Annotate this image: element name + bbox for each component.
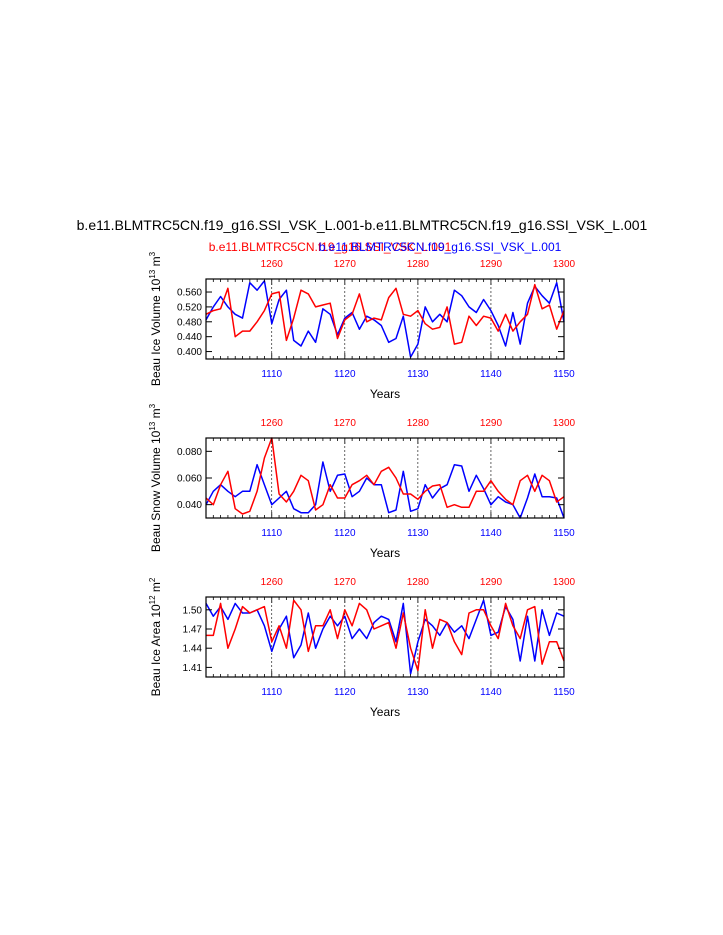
y-axis-label: Beau Ice Volume 1013 m3	[148, 251, 163, 386]
series-line-case-b	[205, 599, 565, 675]
y-axis-label-unit-exponent: 3	[148, 251, 157, 256]
y-tick-label: 1.50	[183, 605, 203, 616]
y-axis-label-unit: m	[149, 582, 163, 595]
y-tick-label: 1.47	[183, 625, 203, 636]
panel-1: 0.400 0.440 0.480 0.520 0.560 1110 1120 1130 114…	[148, 251, 576, 401]
y-axis-label-unit: m	[149, 256, 163, 269]
x-tick-label-top: 1260	[261, 577, 284, 588]
subtitle-case-b: b.e11.BLMTRC5CN.f19_g16.SSI_VSK_L.001	[319, 240, 562, 254]
x-tick-label-top: 1270	[334, 259, 357, 270]
y-tick-label: 0.520	[177, 302, 202, 313]
y-tick-label: 0.480	[177, 317, 202, 328]
x-tick-label-top: 1290	[480, 577, 503, 588]
y-axis-label: Beau Snow Volume 1013 m3	[148, 403, 163, 552]
plot-frame	[205, 596, 565, 678]
y-axis-label-main: Beau Snow Volume 10	[149, 430, 163, 552]
x-axis-label: Years	[370, 387, 400, 401]
y-axis-label-exponent: 13	[148, 421, 157, 430]
y-tick-label: 0.400	[177, 347, 202, 358]
x-tick-label-bottom: 1120	[334, 369, 356, 380]
x-tick-label-bottom: 1150	[553, 369, 575, 380]
y-tick-label: 0.440	[177, 332, 202, 343]
x-tick-label-top: 1300	[553, 577, 576, 588]
x-tick-label-top: 1280	[407, 418, 430, 429]
y-axis-label-unit-exponent: 3	[148, 403, 157, 408]
y-axis-label-main: Beau Ice Volume 10	[149, 278, 163, 386]
panels: 0.400 0.440 0.480 0.520 0.560 1110 1120 1130 114…	[148, 251, 576, 719]
subtitle-case-a: b.e11.BLMTRC5CN.f19_g16.SSI_VSK_L.001	[209, 240, 452, 254]
x-tick-label-bottom: 1150	[553, 687, 575, 698]
series-line-case-b	[205, 461, 565, 519]
y-tick-label: 0.040	[177, 500, 202, 511]
x-tick-label-bottom: 1120	[334, 687, 356, 698]
x-tick-label-top: 1260	[261, 259, 284, 270]
x-tick-label-bottom: 1110	[261, 528, 282, 539]
x-tick-label-top: 1300	[553, 418, 576, 429]
series-line-case-a	[206, 599, 565, 672]
y-axis-label: Beau Ice Area 1012 m2	[148, 577, 163, 696]
x-axis-label: Years	[370, 546, 400, 560]
x-tick-label-top: 1280	[407, 577, 430, 588]
x-tick-label-top: 1260	[261, 418, 284, 429]
y-axis-label-unit: m	[149, 408, 163, 421]
panel-3: 1.41 1.44 1.47 1.50 1110 1120 1130 1140 1150 1260…	[148, 577, 576, 719]
x-tick-label-bottom: 1140	[480, 369, 502, 380]
series-line-case-a	[205, 283, 565, 345]
y-tick-label: 0.080	[177, 447, 202, 458]
x-tick-label-top: 1280	[407, 259, 430, 270]
x-tick-label-bottom: 1120	[334, 528, 356, 539]
x-tick-label-bottom: 1150	[553, 528, 575, 539]
series-line-case-b	[205, 280, 565, 358]
x-tick-label-top: 1270	[334, 418, 357, 429]
plot-frame	[205, 278, 565, 360]
y-axis-label-exponent: 12	[148, 595, 157, 604]
x-axis-label: Years	[370, 705, 400, 719]
x-tick-label-bottom: 1110	[261, 687, 282, 698]
x-tick-label-bottom: 1110	[261, 369, 282, 380]
y-tick-label: 1.41	[183, 663, 203, 674]
x-tick-label-bottom: 1140	[480, 687, 502, 698]
x-tick-label-top: 1290	[480, 418, 503, 429]
y-axis-label-main: Beau Ice Area 10	[149, 604, 163, 696]
y-axis-label-unit-exponent: 2	[148, 577, 157, 582]
x-tick-label-top: 1270	[334, 577, 357, 588]
series-line-case-a	[205, 437, 565, 515]
x-tick-label-bottom: 1140	[480, 528, 502, 539]
y-tick-label: 0.560	[177, 288, 202, 299]
panel-2: 0.040 0.060 0.080 1110 1120 1130 1140 1150 1260 1…	[148, 403, 576, 560]
x-tick-label-bottom: 1130	[407, 369, 429, 380]
x-tick-label-top: 1300	[553, 259, 576, 270]
figure-title: b.e11.BLMTRC5CN.f19_g16.SSI_VSK_L.001-b.…	[77, 217, 648, 233]
y-tick-label: 1.44	[183, 644, 203, 655]
y-tick-label: 0.060	[177, 474, 202, 485]
x-tick-label-bottom: 1130	[407, 687, 429, 698]
x-tick-label-top: 1290	[480, 259, 503, 270]
y-axis-label-exponent: 13	[148, 269, 157, 278]
x-tick-label-bottom: 1130	[407, 528, 429, 539]
